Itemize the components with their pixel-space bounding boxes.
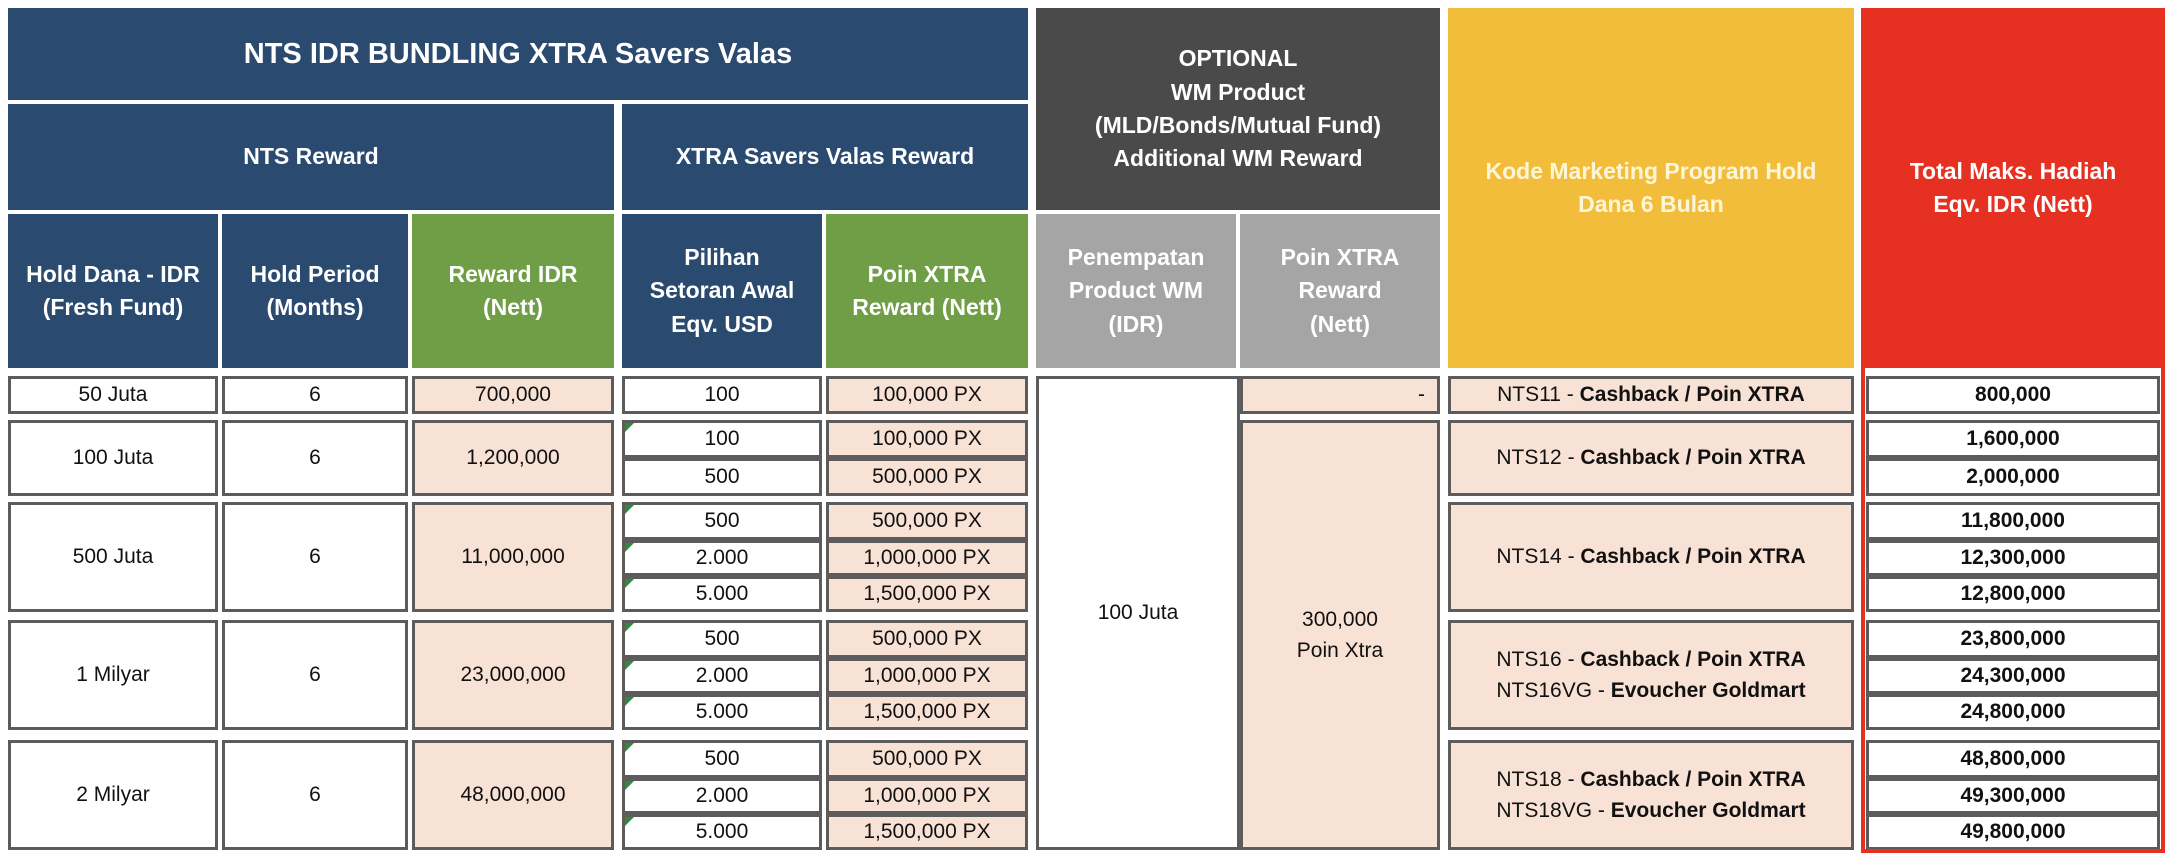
col-hold-dana: Hold Dana - IDR (Fresh Fund) <box>8 214 218 368</box>
hold-period-cell: 6 <box>222 420 408 496</box>
total-hadiah-cell: 1,600,000 <box>1866 420 2160 458</box>
total-hadiah-cell: 11,800,000 <box>1866 502 2160 540</box>
comment-marker <box>625 423 634 432</box>
total-hadiah-cell: 2,000,000 <box>1866 458 2160 496</box>
hold-period-cell: 6 <box>222 740 408 850</box>
setoran-usd-cell: 100 <box>622 420 822 458</box>
poin-xtra-cell: 500,000 PX <box>826 740 1028 778</box>
total-hadiah-cell: 800,000 <box>1866 376 2160 414</box>
kode-marketing-cell: NTS18 - Cashback / Poin XTRA NTS18VG - E… <box>1448 740 1854 850</box>
hold-dana-cell: 50 Juta <box>8 376 218 414</box>
total-hadiah-cell: 24,800,000 <box>1866 694 2160 730</box>
xtra-reward-header: XTRA Savers Valas Reward <box>622 104 1028 210</box>
kode-marketing-cell: NTS14 - Cashback / Poin XTRA <box>1448 502 1854 612</box>
col-hold-period: Hold Period (Months) <box>222 214 408 368</box>
nts-reward-header: NTS Reward <box>8 104 614 210</box>
reward-idr-cell: 1,200,000 <box>412 420 614 496</box>
total-hadiah-cell: 12,300,000 <box>1866 540 2160 576</box>
poin-xtra-cell: 100,000 PX <box>826 420 1028 458</box>
total-hadiah-cell: 49,300,000 <box>1866 778 2160 814</box>
setoran-usd-cell: 2.000 <box>622 778 822 814</box>
kode-marketing-cell: NTS11 - Cashback / Poin XTRA <box>1448 376 1854 414</box>
hold-dana-cell: 500 Juta <box>8 502 218 612</box>
comment-marker <box>625 505 634 514</box>
kode-line: NTS11 - Cashback / Poin XTRA <box>1497 383 1805 407</box>
poin-xtra-cell: 500,000 PX <box>826 502 1028 540</box>
hold-period-cell: 6 <box>222 620 408 730</box>
comment-marker <box>625 743 634 752</box>
poin-xtra-cell: 1,500,000 PX <box>826 576 1028 612</box>
setoran-usd-cell: 500 <box>622 502 822 540</box>
poin-xtra-cell: 1,500,000 PX <box>826 694 1028 730</box>
comment-marker <box>625 781 634 790</box>
reward-idr-cell: 23,000,000 <box>412 620 614 730</box>
total-hadiah-cell: 49,800,000 <box>1866 814 2160 850</box>
setoran-usd-cell: 500 <box>622 620 822 658</box>
comment-marker <box>625 543 634 552</box>
poin-xtra-cell: 500,000 PX <box>826 458 1028 496</box>
col-pilihan-setoran: Pilihan Setoran Awal Eqv. USD <box>622 214 822 368</box>
col-poin-xtra-wm: Poin XTRA Reward (Nett) <box>1240 214 1440 368</box>
kode-line: NTS14 - Cashback / Poin XTRA <box>1496 545 1806 569</box>
setoran-usd-cell: 2.000 <box>622 540 822 576</box>
comment-marker <box>625 697 634 706</box>
comment-marker <box>625 817 634 826</box>
poin-xtra-cell: 500,000 PX <box>826 620 1028 658</box>
kode-line: NTS16VG - Evoucher Goldmart <box>1496 679 1806 702</box>
setoran-usd-cell: 500 <box>622 740 822 778</box>
setoran-usd-cell: 5.000 <box>622 814 822 850</box>
col-penempatan-wm: Penempatan Product WM (IDR) <box>1036 214 1236 368</box>
reward-idr-cell: 48,000,000 <box>412 740 614 850</box>
kode-line: NTS18 - Cashback / Poin XTRA <box>1496 767 1806 791</box>
reward-idr-cell: 11,000,000 <box>412 502 614 612</box>
poin-xtra-cell: 100,000 PX <box>826 376 1028 414</box>
col-poin-xtra: Poin XTRA Reward (Nett) <box>826 214 1028 368</box>
setoran-usd-cell: 2.000 <box>622 658 822 694</box>
table-title: NTS IDR BUNDLING XTRA Savers Valas <box>8 8 1028 100</box>
poin-xtra-cell: 1,000,000 PX <box>826 778 1028 814</box>
kode-marketing-cell: NTS12 - Cashback / Poin XTRA <box>1448 420 1854 496</box>
kode-marketing-header: Kode Marketing Program Hold Dana 6 Bulan <box>1448 8 1854 368</box>
wm-placement-cell: 100 Juta <box>1036 376 1240 850</box>
poin-xtra-cell: 1,000,000 PX <box>826 540 1028 576</box>
kode-marketing-cell: NTS16 - Cashback / Poin XTRA NTS16VG - E… <box>1448 620 1854 730</box>
reward-idr-cell: 700,000 <box>412 376 614 414</box>
hold-dana-cell: 100 Juta <box>8 420 218 496</box>
total-hadiah-cell: 24,300,000 <box>1866 658 2160 694</box>
wm-reward-cell: 300,000 Poin Xtra <box>1240 420 1440 850</box>
wm-reward-first-cell: - <box>1240 376 1440 414</box>
total-hadiah-cell: 48,800,000 <box>1866 740 2160 778</box>
setoran-usd-cell: 5.000 <box>622 694 822 730</box>
comment-marker <box>625 661 634 670</box>
table-title-text: NTS IDR BUNDLING XTRA Savers Valas <box>243 37 793 70</box>
poin-xtra-cell: 1,000,000 PX <box>826 658 1028 694</box>
hold-dana-cell: 1 Milyar <box>8 620 218 730</box>
kode-line: NTS16 - Cashback / Poin XTRA <box>1496 647 1806 671</box>
hold-period-cell: 6 <box>222 502 408 612</box>
poin-xtra-cell: 1,500,000 PX <box>826 814 1028 850</box>
kode-line: NTS12 - Cashback / Poin XTRA <box>1496 446 1806 470</box>
kode-line: NTS18VG - Evoucher Goldmart <box>1496 799 1806 822</box>
setoran-usd-cell: 500 <box>622 458 822 496</box>
setoran-usd-cell: 100 <box>622 376 822 414</box>
optional-wm-header: OPTIONAL WM Product (MLD/Bonds/Mutual Fu… <box>1036 8 1440 210</box>
comment-marker <box>625 623 634 632</box>
setoran-usd-cell: 5.000 <box>622 576 822 612</box>
hold-period-cell: 6 <box>222 376 408 414</box>
total-hadiah-cell: 12,800,000 <box>1866 576 2160 612</box>
col-reward-idr: Reward IDR (Nett) <box>412 214 614 368</box>
comment-marker <box>625 579 634 588</box>
total-hadiah-cell: 23,800,000 <box>1866 620 2160 658</box>
total-hadiah-header: Total Maks. Hadiah Eqv. IDR (Nett) <box>1861 8 2165 368</box>
hold-dana-cell: 2 Milyar <box>8 740 218 850</box>
